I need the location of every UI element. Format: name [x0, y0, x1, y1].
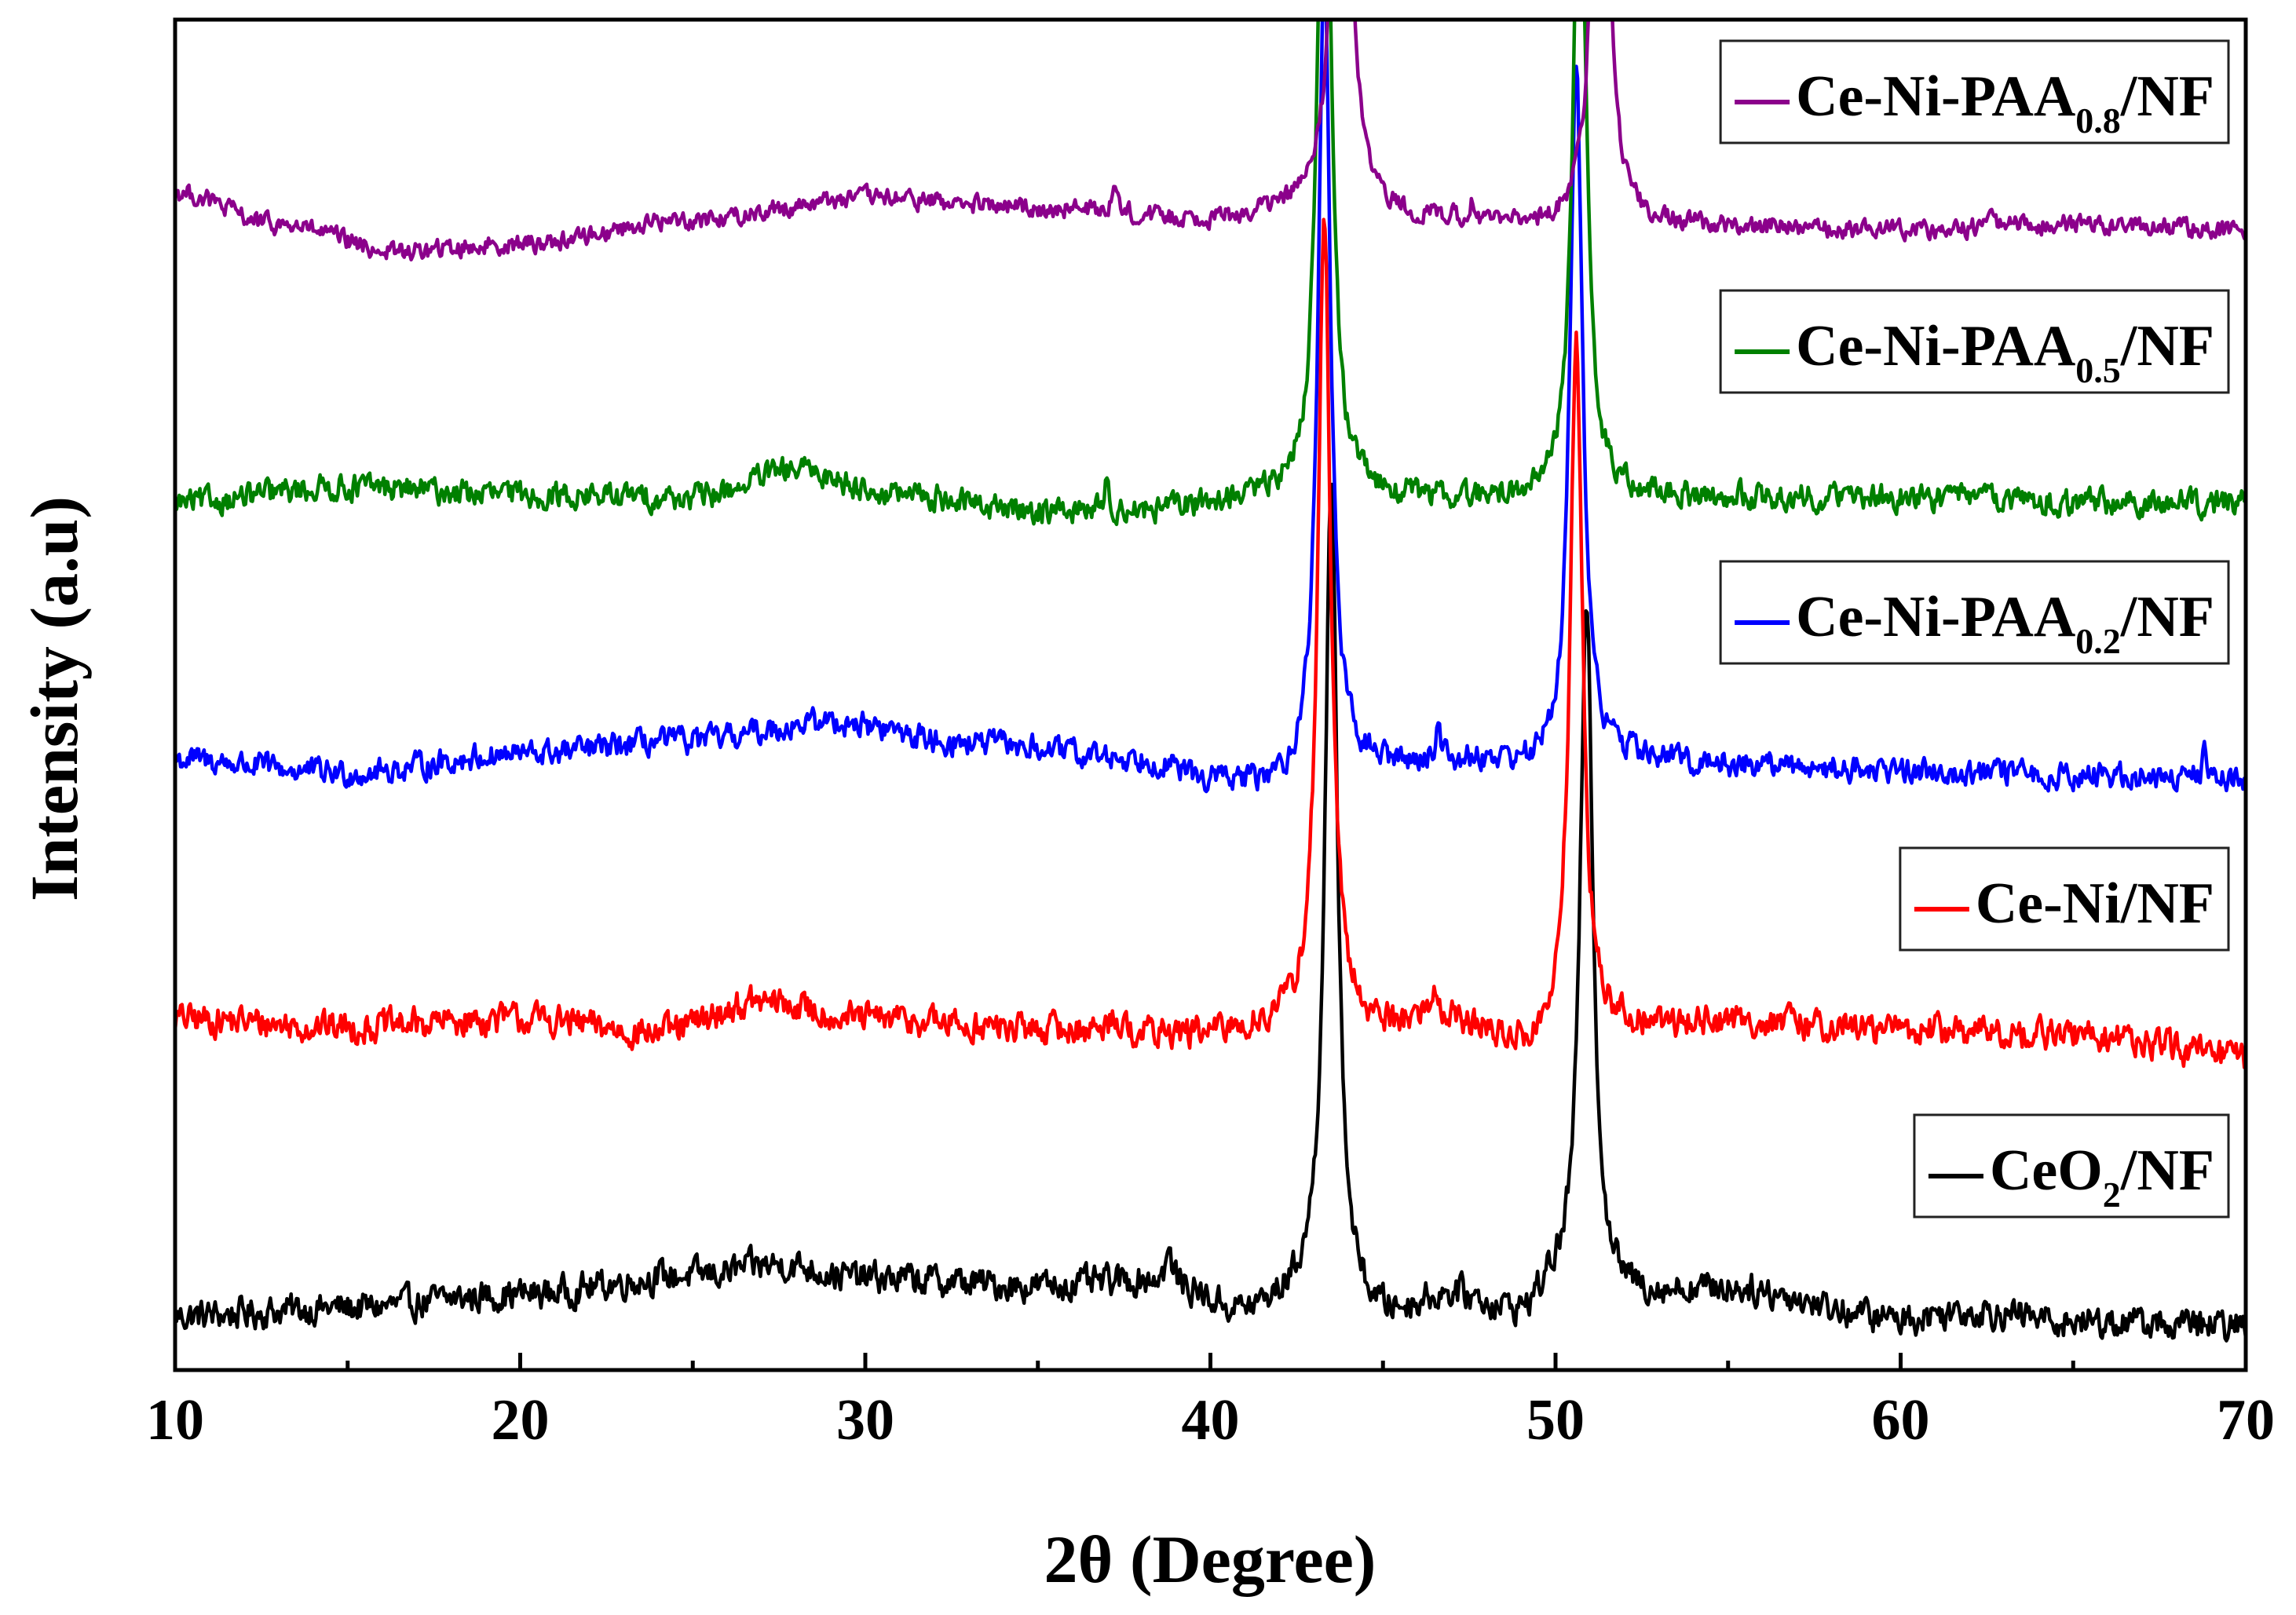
x-axis-title: 2θ (Degree): [1044, 1522, 1377, 1597]
x-tick-label: 40: [1182, 1388, 1240, 1452]
legend-label: Ce-Ni-PAA0.2/NF: [1796, 585, 2214, 661]
legend-item: Ce-Ni/NF: [1899, 846, 2230, 952]
legend-box: [1719, 39, 2230, 144]
legend: Ce-Ni-PAA0.8/NFCe-Ni-PAA0.5/NFCe-Ni-PAA0…: [1719, 39, 2230, 1219]
x-tick-label: 20: [492, 1388, 550, 1452]
legend-label: Ce-Ni-PAA0.8/NF: [1796, 64, 2214, 141]
legend-box: [1719, 560, 2230, 665]
series-line-4: [175, 20, 2246, 527]
y-axis-title: Intensity (a.u): [16, 496, 92, 901]
legend-label-main: CeO: [1990, 1138, 2103, 1203]
legend-label-subscript: 0.5: [2075, 350, 2121, 390]
series-line-5: [175, 20, 2246, 262]
legend-label-main: Ce-Ni-PAA: [1796, 585, 2075, 649]
legend-label-tail: /NF: [2120, 1138, 2214, 1203]
x-tick-label: 10: [146, 1388, 204, 1452]
series-line-2: [175, 217, 2246, 1069]
series-line-1: [175, 482, 2246, 1343]
x-axis-ticks: 10 20 30 40 50 60 70: [146, 1353, 2275, 1452]
x-tick-label: 70: [2217, 1388, 2275, 1452]
legend-label: Ce-Ni/NF: [1976, 871, 2214, 936]
x-tick-label: 30: [836, 1388, 894, 1452]
x-tick-label: 50: [1526, 1388, 1585, 1452]
legend-label-main: Ce-Ni-PAA: [1796, 314, 2075, 378]
legend-label-tail: /NF: [2120, 314, 2214, 378]
legend-label-subscript: 2: [2103, 1175, 2121, 1215]
legend-box: [1899, 846, 2230, 952]
legend-item: CeO2/NF: [1913, 1113, 2230, 1219]
legend-label-subscript: 0.2: [2075, 621, 2121, 661]
series-layer: [175, 20, 2246, 1343]
legend-label-tail: /NF: [2120, 585, 2214, 649]
legend-item: Ce-Ni-PAA0.8/NF: [1719, 39, 2230, 144]
legend-label: Ce-Ni-PAA0.5/NF: [1796, 314, 2214, 390]
legend-box: [1913, 1113, 2230, 1219]
legend-label-subscript: 0.8: [2075, 100, 2121, 141]
series-line-3: [175, 20, 2246, 794]
legend-box: [1719, 289, 2230, 394]
legend-label-main: Ce-Ni/NF: [1976, 871, 2214, 936]
legend-label-tail: /NF: [2120, 64, 2214, 129]
legend-item: Ce-Ni-PAA0.5/NF: [1719, 289, 2230, 394]
legend-label-main: Ce-Ni-PAA: [1796, 64, 2075, 129]
legend-label: CeO2/NF: [1990, 1138, 2214, 1215]
legend-item: Ce-Ni-PAA0.2/NF: [1719, 560, 2230, 665]
x-tick-label: 60: [1872, 1388, 1930, 1452]
